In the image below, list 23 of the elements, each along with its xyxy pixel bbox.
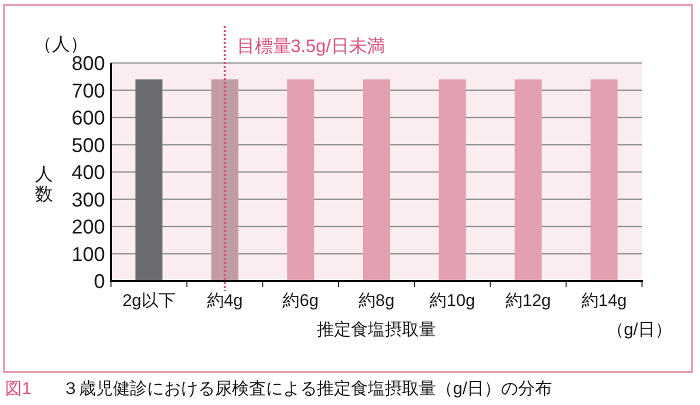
y-tick-label: 0	[94, 271, 105, 293]
y-axis-title: 人数	[35, 164, 53, 204]
x-axis-title: 推定食塩摂取量	[317, 320, 436, 339]
y-tick-label: 100	[72, 244, 105, 266]
y-tick-label: 700	[72, 80, 105, 102]
y-tick-label: 500	[72, 134, 105, 157]
ref-line-label: 目標量3.5g/日未満	[236, 36, 385, 56]
y-tick-label: 300	[72, 189, 105, 212]
x-tick-label: 約8g	[358, 291, 394, 310]
y-tick-label: 600	[72, 108, 105, 130]
y-tick-label: 200	[72, 216, 105, 238]
x-tick-label: 約14g	[581, 291, 627, 310]
text: ３歳児健診における尿検査による推定食塩摂取量（g/日）の分布	[62, 379, 552, 398]
x-tick-label: 2g以下	[122, 291, 176, 310]
x-tick-label: 約12g	[506, 291, 551, 310]
y-tick-label: 800	[72, 53, 105, 75]
x-tick-label: 約6g	[282, 291, 319, 310]
text: （人）	[34, 34, 88, 54]
x-tick-label: 約4g	[206, 291, 243, 310]
x-tick-label: 約10g	[430, 291, 476, 310]
caption: 図1	[5, 379, 32, 398]
text: （g/日）	[606, 320, 672, 339]
y-tick-label: 400	[72, 162, 105, 184]
